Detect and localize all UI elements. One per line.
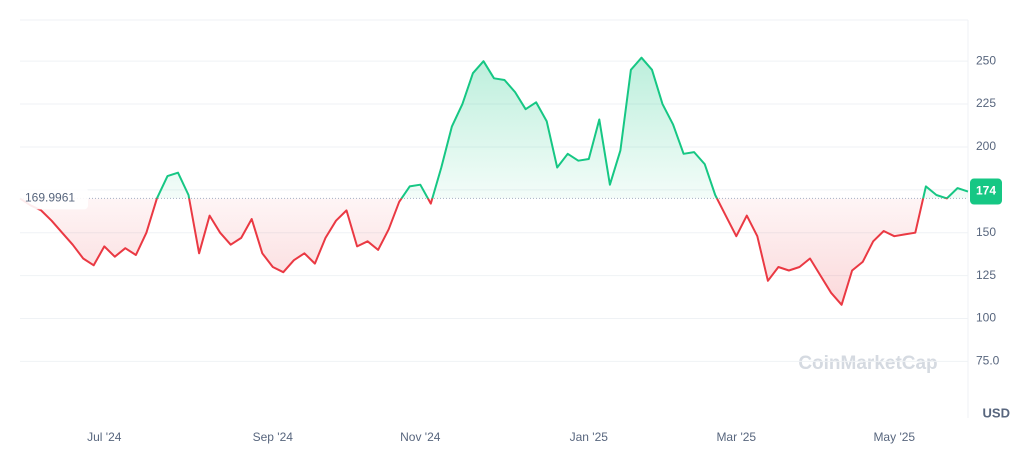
watermark: CoinMarketCap	[798, 353, 937, 374]
current-price-badge	[970, 178, 1002, 205]
price-line	[19, 56, 969, 306]
area	[20, 57, 968, 305]
x-tick-label: Jan '25	[570, 430, 609, 444]
y-tick-label: 225	[976, 96, 996, 110]
y-tick-label: 250	[976, 53, 996, 67]
baseline-label: 169.9961	[25, 191, 75, 205]
x-tick-label: May '25	[873, 430, 915, 444]
current-price-label: 174	[976, 184, 996, 198]
y-tick-label: 200	[976, 139, 996, 153]
x-tick-label: Mar '25	[716, 430, 756, 444]
y-tick-label: 100	[976, 311, 996, 325]
y-tick-label: 125	[976, 268, 996, 282]
baseline-label-bg	[18, 187, 88, 210]
y-axis-label: USD	[983, 405, 1010, 420]
x-tick-label: Sep '24	[253, 430, 294, 444]
x-tick-label: Jul '24	[87, 430, 122, 444]
x-tick-label: Nov '24	[400, 430, 441, 444]
y-tick-label: 75.0	[976, 354, 1000, 368]
y-tick-label: 150	[976, 225, 996, 239]
